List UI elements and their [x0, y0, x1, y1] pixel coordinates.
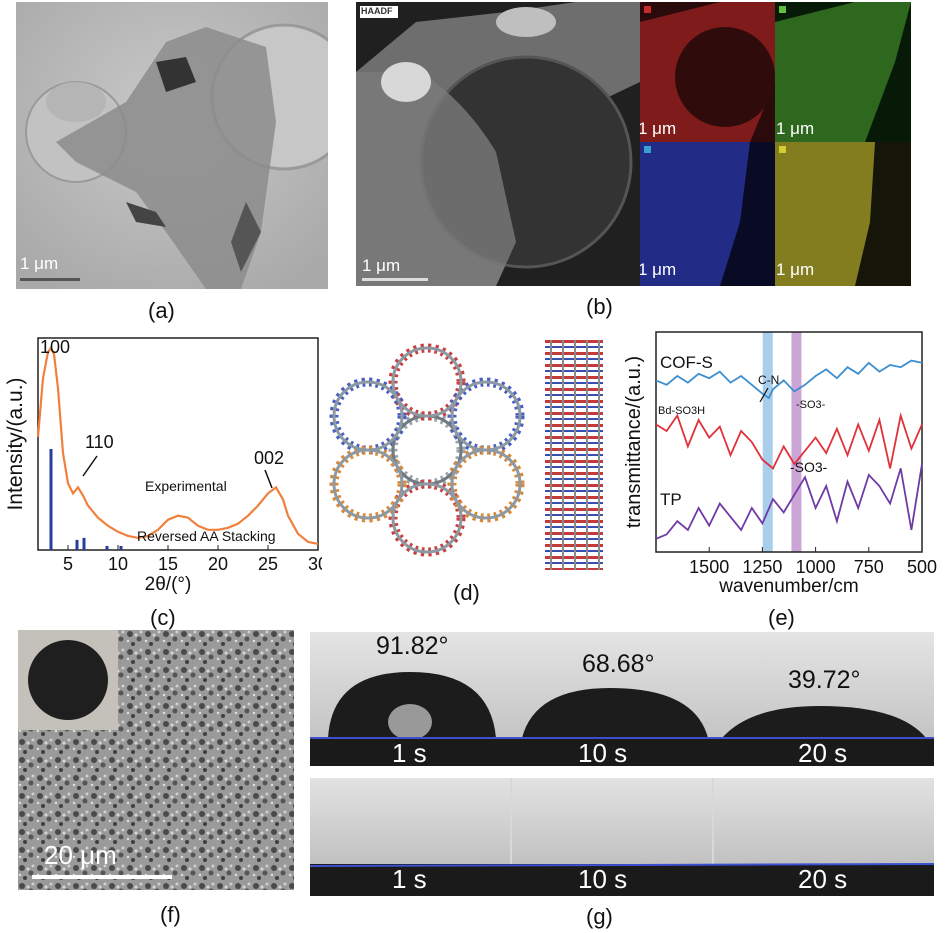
x-axis-label-e: wavenumber/cm	[718, 576, 858, 597]
sem-texture	[18, 630, 294, 890]
series-label-bd-so3h: Bd-SO3H	[658, 405, 705, 417]
tem-image-a-drawing	[16, 2, 328, 289]
series-line-experimental	[36, 345, 319, 545]
time-label-bottom-1: 1 s	[392, 864, 427, 894]
sem-image-f: 20 μm	[18, 630, 294, 890]
scale-label-green: 1 μm	[776, 119, 815, 138]
peak-label-100: 100	[40, 337, 70, 357]
series-line-tp	[655, 463, 923, 540]
ftir-chart: 1500 1250 1000 750 500 wavenumber/cm transmitt…	[623, 331, 937, 597]
scale-label-a: 1 μm	[20, 254, 59, 273]
panel-label-c: (c)	[150, 605, 176, 630]
y-axis-label-e: transmittance/(a.u.)	[623, 356, 645, 528]
eds-map-yellow-drawing	[775, 142, 911, 286]
series-line-bd-so3h	[655, 412, 923, 470]
xtick-label-c: 30	[308, 554, 322, 574]
contact-angle-top-strip	[310, 632, 934, 766]
annotation-c-n: C-N	[758, 373, 779, 387]
series-label-cof-s: COF-S	[660, 353, 713, 372]
cof-structure-side-view	[545, 340, 603, 570]
contact-angle-1: 91.82°	[376, 632, 449, 660]
xtick-label-c: 15	[158, 554, 178, 574]
time-label-bottom-2: 10 s	[578, 864, 628, 894]
annotation-so3-bd: -SO3-	[790, 459, 828, 475]
peak-label-002: 002	[254, 448, 284, 468]
time-label-top-2: 10 s	[578, 738, 628, 768]
panel-label-a: (a)	[148, 298, 175, 323]
haadf-drawing	[356, 2, 640, 286]
highlight-band	[762, 332, 773, 552]
scale-bar-a	[20, 278, 80, 281]
legend-experimental: Experimental	[145, 478, 227, 494]
panel-label-b: (b)	[586, 294, 613, 319]
plot-frame-e	[655, 331, 923, 553]
time-label-top-1: 1 s	[392, 738, 427, 768]
droplet-drawing-bottom	[310, 778, 934, 896]
tem-image-a: 1 μm	[16, 2, 328, 289]
eds-map-green: 1 μm	[775, 2, 911, 142]
xrd-chart: 5 10 15 20 25 30 2θ/(°) Intensity/(a.u.) 100 110 0…	[4, 337, 322, 595]
time-label-top-3: 20 s	[798, 738, 848, 768]
time-label-bottom-3: 20 s	[798, 864, 848, 894]
eds-map-green-drawing	[775, 2, 911, 142]
annotation-so3-cof: -SO3-	[796, 399, 826, 411]
panel-label-d: (d)	[453, 580, 480, 605]
contact-angle-2: 68.68°	[582, 650, 655, 678]
haadf-image: HAADF 1 μm	[356, 2, 640, 286]
arrow-110	[82, 455, 98, 477]
scale-label-b-main: 1 μm	[362, 256, 401, 275]
eds-map-red-drawing	[640, 2, 775, 142]
panel-label-f: (f)	[160, 902, 181, 927]
series-line-cof-s	[655, 359, 923, 400]
eds-map-red: 1 μm	[640, 2, 775, 142]
legend-reversed-aa: Reversed AA Stacking	[137, 528, 276, 544]
droplet-drawing-top	[310, 632, 934, 766]
panel-label-e: (e)	[768, 605, 795, 630]
highlight-band	[791, 332, 802, 552]
xtick-label-e: 1000	[796, 557, 836, 577]
series-label-tp: TP	[660, 490, 682, 509]
xtick-label-c: 20	[208, 554, 228, 574]
scale-label-red: 1 μm	[640, 119, 677, 138]
arrow-002	[264, 469, 273, 489]
xtick-label-c: 10	[108, 554, 128, 574]
xtick-label-e: 1500	[689, 557, 729, 577]
peak-label-110: 110	[85, 432, 114, 452]
eds-map-blue-drawing	[640, 142, 775, 286]
plot-frame-c	[37, 337, 319, 551]
xtick-label-e: 1250	[742, 557, 782, 577]
xtick-label-e: 500	[907, 557, 937, 577]
panel-label-g: (g)	[586, 904, 613, 929]
scale-label-blue: 1 μm	[640, 260, 677, 279]
cof-structure-top-view	[329, 343, 525, 557]
contact-angle-3: 39.72°	[788, 666, 861, 694]
eds-map-blue: 1 μm	[640, 142, 775, 286]
x-axis-label-c: 2θ/(°)	[145, 574, 192, 595]
scale-label-f: 20 μm	[44, 840, 117, 870]
scale-bar-b-main	[362, 278, 428, 281]
xtick-label-c: 25	[258, 554, 278, 574]
arrow-c-n	[759, 387, 769, 403]
y-axis-label-c: Intensity/(a.u.)	[4, 377, 27, 510]
contact-angle-bottom-strip	[310, 778, 934, 896]
haadf-badge: HAADF	[361, 6, 393, 16]
xtick-label-e: 750	[854, 557, 884, 577]
eds-map-yellow: 1 μm	[775, 142, 911, 286]
xtick-label-c: 5	[63, 554, 73, 574]
scale-bar-f	[32, 875, 172, 879]
scale-label-yellow: 1 μm	[776, 260, 815, 279]
